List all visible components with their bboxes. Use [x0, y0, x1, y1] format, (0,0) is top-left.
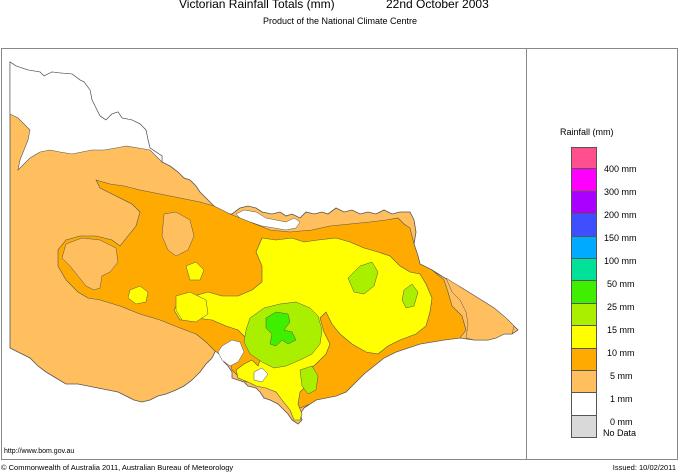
zone-25-50mm [265, 311, 297, 347]
legend-label: 15 mm [607, 325, 635, 335]
copyright-notice: © Commonwealth of Australia 2011, Austra… [1, 463, 234, 472]
legend-swatch-400plus [571, 147, 597, 170]
source-url: http://www.bom.gov.au [4, 448, 75, 455]
legend-swatch-1-5 [571, 370, 597, 394]
zone-15-25mm-ne [347, 261, 379, 295]
legend-label: 10 mm [607, 348, 635, 358]
legend-swatch-no-data [571, 415, 597, 439]
port-phillip-bay [217, 339, 245, 367]
legend-swatch-5-10 [571, 348, 597, 371]
zone-15-25mm-e [401, 283, 419, 309]
legend-swatch-25-50 [571, 281, 597, 304]
map-subtitle: Product of the National Climate Centre [262, 16, 418, 26]
legend-swatch-200-300 [571, 191, 597, 215]
zone-10-15mm-sw [175, 291, 209, 323]
legend-swatch-10-15 [571, 326, 597, 349]
legend-label: No Data [603, 428, 637, 438]
legend-label: 400 mm [604, 164, 637, 174]
legend-swatch-100-150 [571, 236, 597, 259]
zone-1-5mm-se [445, 277, 515, 341]
map-date: 22nd October 2003 [386, 0, 489, 11]
legend-label: 1 mm [610, 394, 633, 404]
legend-label: 100 mm [604, 256, 637, 266]
map-frame [1, 48, 678, 460]
zone-10-15mm-w2 [185, 261, 205, 281]
legend-swatch-300-400 [571, 169, 597, 192]
zone-15-25mm-s [299, 365, 319, 395]
legend-label: 150 mm [604, 233, 637, 243]
legend-colorbar [571, 147, 597, 439]
zone-10-15mm-w-blob [127, 285, 149, 305]
zone-under-1mm-nw [9, 61, 163, 171]
legend-label: 300 mm [604, 187, 637, 197]
zone-1-5mm-island-w [61, 237, 119, 291]
legend-label: 200 mm [604, 210, 637, 220]
legend-label: 25 mm [607, 302, 635, 312]
legend-swatch-50-100 [571, 258, 597, 282]
legend-label: 5 mm [610, 371, 633, 381]
issued-date: Issued: 10/02/2011 [612, 463, 676, 472]
legend-swatch-150-200 [571, 214, 597, 237]
legend-label: 0 mm [610, 417, 633, 427]
legend-label: 50 mm [607, 279, 635, 289]
map-title: Victorian Rainfall Totals (mm) [179, 0, 335, 11]
western-port [253, 367, 269, 383]
legend-swatch-15-25 [571, 303, 597, 327]
legend-title: Rainfall (mm) [560, 127, 614, 137]
legend-swatch-0-1 [571, 393, 597, 416]
legend-divider [526, 48, 527, 460]
rainfall-map [9, 61, 519, 425]
zone-1-5mm-island-c [161, 211, 195, 257]
